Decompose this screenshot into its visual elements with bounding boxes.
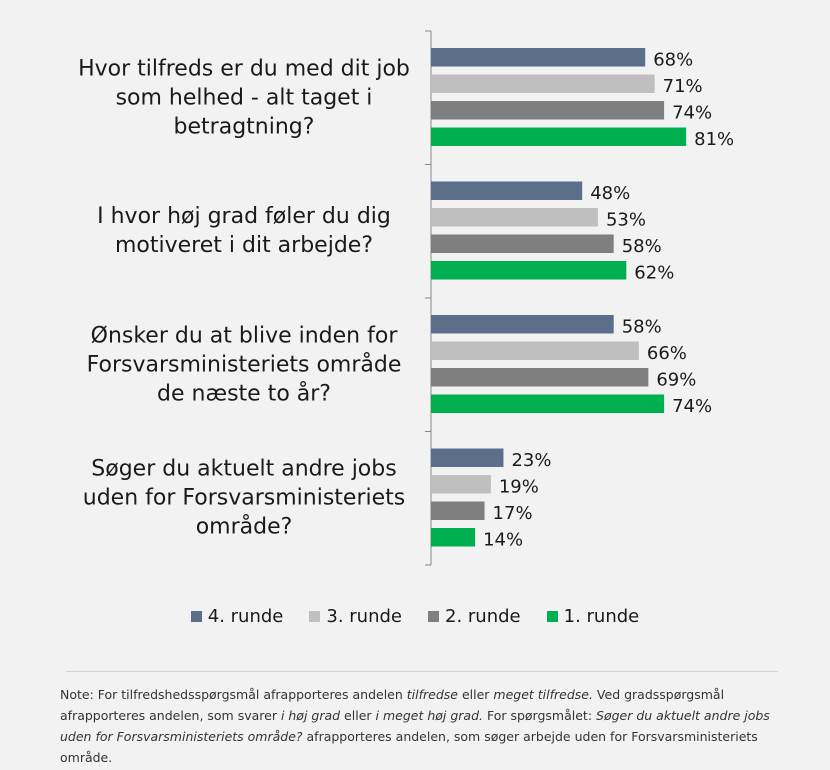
bar-3-runde-cat3 xyxy=(431,341,639,360)
category-label: I hvor høj grad føler du dig motiveret i … xyxy=(60,202,428,260)
note-text-3: Ved gradsspørgsmål afrapporteres andelen… xyxy=(60,687,725,723)
legend-swatch xyxy=(309,611,321,622)
data-label: 81% xyxy=(694,129,734,150)
category-label: Ønsker du at blive inden for Forsvarsmini… xyxy=(60,321,428,408)
data-label: 19% xyxy=(499,477,539,498)
category-label: Søger du aktuelt andre jobs uden for Fors… xyxy=(60,455,428,542)
note-emphasis-3: i høj grad xyxy=(280,708,341,723)
legend-label: 2. runde xyxy=(445,606,521,627)
note-text-1: Note: For tilfredshedsspørgsmål afrappor… xyxy=(60,687,407,702)
category-label-line: motiveret i dit arbejde? xyxy=(114,233,374,259)
bar-1-runde-cat4 xyxy=(431,528,476,547)
data-label: 74% xyxy=(672,396,712,417)
note-emphasis-5: Søger du aktuelt andre jobs uden for For… xyxy=(60,708,770,744)
bar-4-runde-cat1 xyxy=(431,48,646,67)
category-label-line: område? xyxy=(195,514,293,540)
legend-swatch xyxy=(546,611,558,622)
legend-swatch xyxy=(190,611,202,622)
bar-3-runde-cat2 xyxy=(431,208,598,227)
category-label-line: Hvor tilfreds er du med dit job xyxy=(78,56,410,82)
bar-4-runde-cat3 xyxy=(431,315,614,334)
note-text-5: For spørgsmålet: xyxy=(482,708,597,723)
note-emphasis-2: meget tilfredse. xyxy=(493,687,593,702)
category-label-line: Søger du aktuelt andre jobs xyxy=(91,456,397,482)
divider xyxy=(66,671,778,672)
legend-swatch xyxy=(428,611,439,622)
chart-plot-area: 68% 71% 74% 81% 48% 53% 58% 62% 58% 66% 69% 74% 23% 1… xyxy=(425,30,734,566)
bar-4-runde-cat2 xyxy=(431,181,583,200)
note-emphasis-1: tilfredse xyxy=(406,687,458,702)
category-label-line: Forsvarsministeriets område xyxy=(86,352,402,378)
legend-label: 1. runde xyxy=(563,606,640,627)
category-label-line: som helhed - alt taget i xyxy=(115,85,373,111)
bar-1-runde-cat1 xyxy=(431,127,687,146)
data-label: 71% xyxy=(663,76,703,97)
legend-label: 3. runde xyxy=(326,606,402,627)
bar-2-runde-cat1 xyxy=(431,101,665,120)
category-label-line: I hvor høj grad føler du dig xyxy=(97,204,391,230)
legend-label: 4. runde xyxy=(207,606,284,627)
legend: 4. runde 3. runde 2. runde 1. runde xyxy=(0,606,830,627)
legend-item: 4. runde xyxy=(190,606,284,627)
bar-3-runde-cat1 xyxy=(431,74,655,93)
data-label: 69% xyxy=(656,370,696,391)
data-label: 58% xyxy=(622,317,662,338)
note-emphasis-4: i meget høj grad. xyxy=(375,708,483,723)
data-label: 48% xyxy=(590,183,630,204)
bar-3-runde-cat4 xyxy=(431,475,491,494)
note-text-2: eller xyxy=(457,687,494,702)
category-label-line: betragtning? xyxy=(173,114,315,140)
data-label: 17% xyxy=(493,503,533,524)
bar-1-runde-cat3 xyxy=(431,394,665,413)
legend-item: 1. runde xyxy=(546,606,640,627)
footnote: Note: For tilfredshedsspørgsmål afrappor… xyxy=(60,684,800,770)
category-label-line: uden for Forsvarsministeriets xyxy=(82,485,406,511)
bar-4-runde-cat4 xyxy=(431,448,504,467)
category-label: Hvor tilfreds er du med dit job som helhe… xyxy=(60,54,428,141)
legend-item: 2. runde xyxy=(428,606,521,627)
data-label: 74% xyxy=(672,103,712,124)
data-label: 53% xyxy=(606,210,646,231)
bar-2-runde-cat4 xyxy=(431,501,485,520)
data-label: 58% xyxy=(622,236,662,257)
data-label: 66% xyxy=(647,343,687,364)
bar-1-runde-cat2 xyxy=(431,261,627,280)
note-text-6: afrapporteres andelen, som søger arbejde… xyxy=(60,729,758,765)
category-label-line: Ønsker du at blive inden for xyxy=(90,323,398,349)
bar-2-runde-cat2 xyxy=(431,234,614,253)
data-label: 23% xyxy=(511,450,551,471)
data-label: 68% xyxy=(653,50,693,71)
category-label-line: de næste to år? xyxy=(157,381,331,407)
legend-item: 3. runde xyxy=(309,606,402,627)
data-label: 14% xyxy=(483,530,523,551)
data-label: 62% xyxy=(634,263,674,284)
bar-2-runde-cat3 xyxy=(431,368,649,387)
note-text-4: eller xyxy=(340,708,376,723)
